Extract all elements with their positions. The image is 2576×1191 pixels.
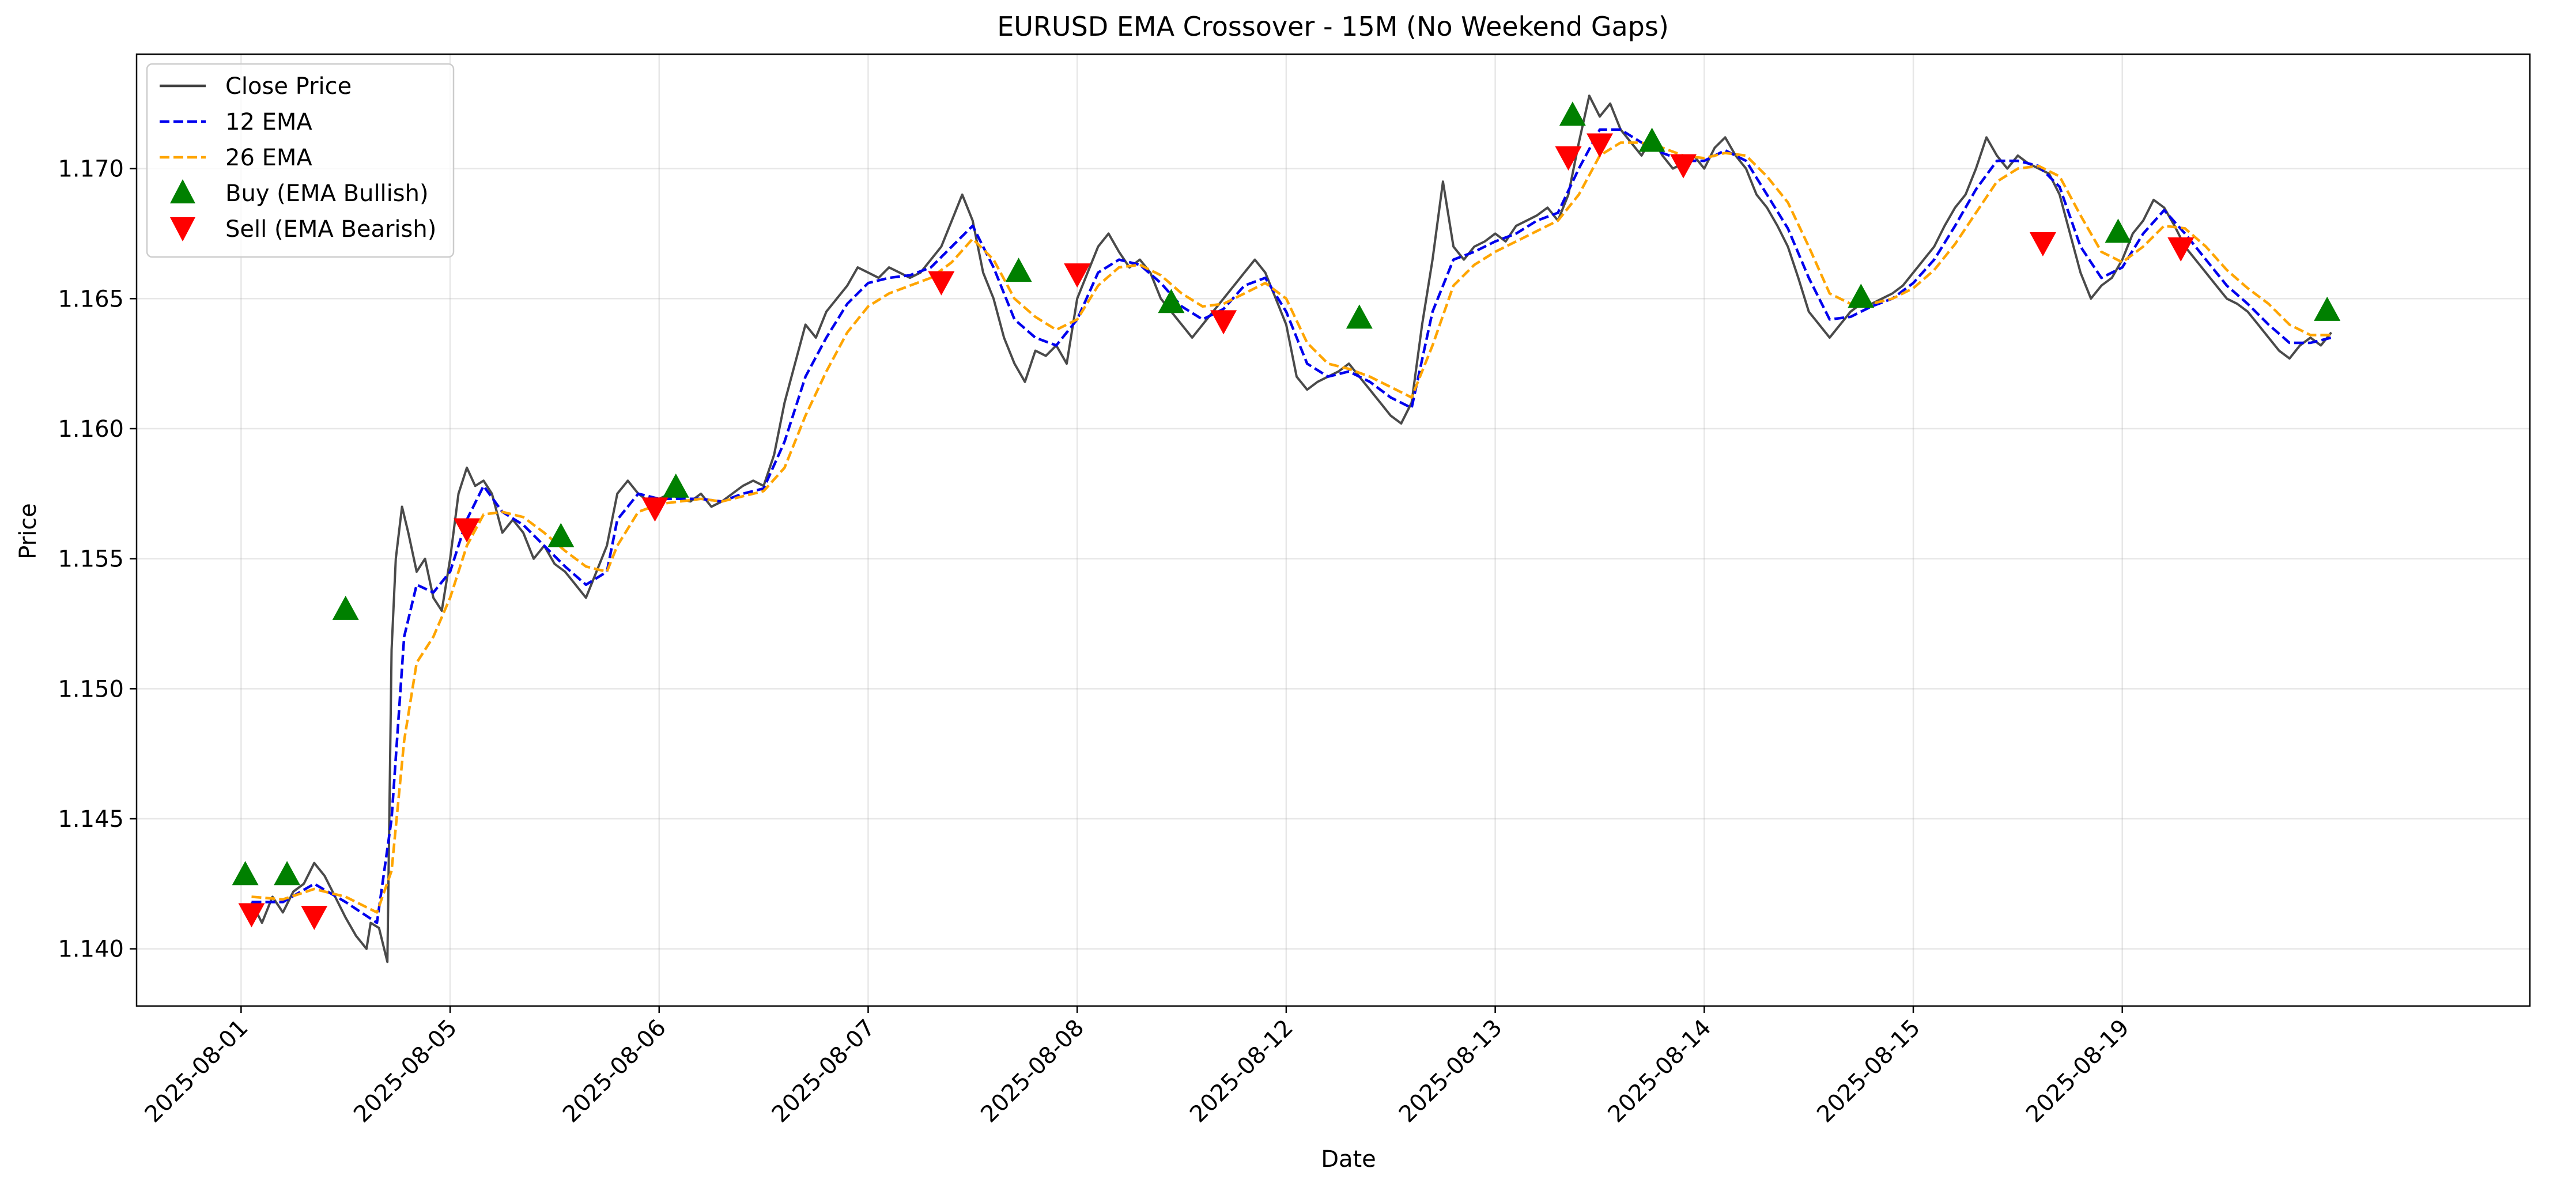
sell-marker bbox=[928, 271, 955, 296]
buy-marker bbox=[2314, 296, 2341, 321]
sell-marker bbox=[2029, 232, 2056, 256]
buy-marker bbox=[232, 861, 259, 886]
y-tick-label: 1.145 bbox=[58, 806, 124, 833]
y-tick-label: 1.150 bbox=[58, 676, 124, 702]
sell-marker bbox=[1555, 146, 1582, 171]
series-line-12-ema bbox=[251, 128, 2332, 924]
sell-marker bbox=[454, 518, 481, 543]
buy-marker bbox=[274, 861, 301, 886]
sell-marker bbox=[238, 903, 265, 928]
plot-frame bbox=[135, 53, 2531, 1007]
legend-swatch-sell bbox=[170, 217, 195, 241]
legend-label-12-ema: 12 EMA bbox=[225, 109, 312, 135]
sell-marker bbox=[1064, 263, 1091, 288]
legend-entry-26-ema: 26 EMA bbox=[160, 145, 312, 171]
buy-marker bbox=[1346, 304, 1373, 329]
chart-title: EURUSD EMA Crossover - 15M (No Weekend G… bbox=[997, 11, 1669, 42]
legend-label-close-price: Close Price bbox=[225, 73, 352, 100]
y-tick-label: 1.140 bbox=[58, 936, 124, 963]
legend-label-26-ema: 26 EMA bbox=[225, 145, 312, 171]
series-line-26-ema bbox=[251, 141, 2332, 914]
buy-marker bbox=[1559, 101, 1586, 126]
sell-marker bbox=[641, 497, 668, 522]
buy-marker bbox=[547, 523, 575, 547]
sell-marker bbox=[1587, 133, 1613, 158]
legend-entry-close-price: Close Price bbox=[160, 73, 352, 100]
buy-marker bbox=[332, 595, 359, 620]
buy-marker bbox=[1848, 283, 1875, 308]
sell-marker bbox=[1670, 154, 1697, 179]
series-layer bbox=[250, 94, 2332, 963]
y-axis-label: Price bbox=[15, 503, 41, 559]
buy-marker bbox=[1638, 127, 1665, 152]
legend-entry-buy: Buy (EMA Bullish) bbox=[170, 179, 429, 207]
sell-marker bbox=[2167, 237, 2194, 262]
buy-marker bbox=[662, 473, 689, 498]
y-tick-label: 1.160 bbox=[58, 416, 124, 443]
legend-entry-sell: Sell (EMA Bearish) bbox=[170, 216, 436, 243]
legend-label-buy: Buy (EMA Bullish) bbox=[225, 180, 429, 207]
legend-box bbox=[146, 63, 455, 258]
legend-entry-12-ema: 12 EMA bbox=[160, 109, 312, 135]
legend-label-sell: Sell (EMA Bearish) bbox=[225, 216, 436, 243]
legend: Close Price 12 EMA 26 EMA Buy (EMA Bulli… bbox=[146, 63, 455, 258]
x-axis-label: Date bbox=[1321, 1146, 1376, 1173]
buy-marker bbox=[2105, 218, 2132, 243]
y-tick-label: 1.165 bbox=[58, 286, 124, 312]
series-line-close-price bbox=[250, 94, 2332, 963]
buy-marker bbox=[1158, 289, 1185, 313]
buy-marker bbox=[1005, 258, 1032, 282]
y-tick-label: 1.155 bbox=[58, 546, 124, 573]
sell-marker bbox=[301, 906, 328, 930]
y-tick-label: 1.170 bbox=[58, 156, 124, 183]
sell-marker bbox=[1210, 310, 1237, 335]
marker-layer bbox=[232, 101, 2341, 930]
legend-swatch-buy bbox=[170, 179, 195, 203]
